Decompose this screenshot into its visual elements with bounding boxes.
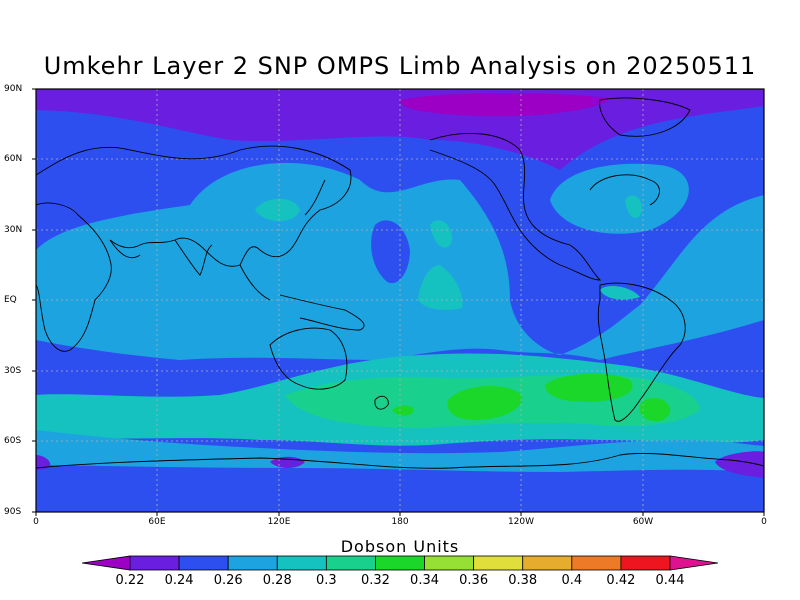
colorbar-tick-label: 0.32	[360, 573, 390, 588]
lat-label-eq: EQ	[4, 295, 17, 305]
north-atlantic-teal	[625, 195, 642, 219]
south-polar-low-2	[715, 451, 764, 478]
coast-se-asia	[239, 264, 365, 331]
colorbar-title: Dobson Units	[340, 537, 460, 556]
green-max-2	[545, 373, 633, 402]
north-atlantic-cell	[550, 163, 689, 234]
lon-label-120w: 120W	[507, 517, 535, 527]
lat-label-90s: 90S	[4, 507, 22, 517]
colorbar-max-arrow	[669, 555, 719, 571]
colorbar-box	[473, 555, 524, 571]
colorbar	[81, 555, 719, 571]
coastlines	[36, 97, 764, 469]
colorbar-tick-label: 0.28	[262, 573, 292, 588]
colorbar-tick-label: 0.4	[561, 573, 583, 588]
coast-eurasia	[36, 145, 352, 267]
coast-north-america	[429, 132, 602, 281]
lon-label-120e: 120E	[267, 517, 291, 527]
colorbar-tick-label: 0.22	[115, 573, 145, 588]
colorbar-tick-label: 0.24	[164, 573, 194, 588]
lat-label-90n: 90N	[4, 84, 23, 94]
equatorial-pacific-teal	[418, 265, 463, 310]
green-max-3	[639, 397, 671, 422]
lat-label-60n: 60N	[4, 154, 23, 164]
colorbar-tick-label: 0.44	[655, 573, 685, 588]
pacific-low-cell	[371, 220, 410, 284]
lon-label-0: 0	[33, 517, 39, 527]
coast-antarctica	[36, 452, 764, 469]
coast-south-america	[597, 282, 686, 422]
lat-label-60s: 60S	[4, 436, 22, 446]
east-asia-cell	[255, 198, 300, 222]
southern-lightblue-band	[36, 430, 764, 472]
map-title: Umkehr Layer 2 SNP OMPS Limb Analysis on…	[43, 52, 757, 80]
colorbar-tick-label: 0.3	[316, 573, 337, 588]
lat-label-30s: 30S	[4, 366, 22, 376]
colorbar-box	[227, 555, 278, 571]
colorbar-box	[375, 555, 425, 571]
green-max-1	[447, 385, 523, 420]
colorbar-box	[178, 555, 229, 571]
colorbar-box	[522, 555, 573, 571]
colorbar-tick-label: 0.42	[606, 573, 636, 588]
lon-label-60w: 60W	[632, 517, 654, 527]
coast-japan	[304, 179, 326, 216]
colorbar-box	[129, 555, 180, 571]
colorbar-tick-label: 0.38	[508, 573, 538, 588]
coast-africa	[36, 202, 112, 352]
lon-label-0-end: 0	[761, 517, 767, 527]
south-polar-low-3	[36, 455, 51, 470]
colorbar-box	[424, 555, 475, 571]
coast-australia	[269, 327, 348, 390]
colorbar-box	[620, 555, 671, 571]
coast-new-zealand	[374, 395, 389, 410]
axis-ticks	[32, 88, 765, 516]
south-america-teal	[600, 285, 640, 300]
lon-label-60e: 60E	[148, 517, 166, 527]
lat-label-30n: 30N	[4, 225, 23, 235]
green-max-4	[392, 405, 414, 416]
coast-east-na	[589, 174, 660, 206]
colorbar-tick-label: 0.36	[459, 573, 489, 588]
colorbar-box	[571, 555, 622, 571]
colorbar-min-arrow	[81, 555, 131, 571]
colorbar-tick-label: 0.26	[213, 573, 243, 588]
coast-south-asia	[109, 239, 213, 276]
central-pacific-teal	[430, 220, 452, 248]
colorbar-box	[325, 555, 376, 571]
coast-greenland	[599, 97, 691, 137]
colorbar-box	[276, 555, 327, 571]
gridlines	[36, 89, 764, 512]
north-polar-min	[400, 93, 610, 117]
colorbar-tick-label: 0.34	[410, 573, 439, 588]
lon-label-180: 180	[391, 517, 409, 527]
